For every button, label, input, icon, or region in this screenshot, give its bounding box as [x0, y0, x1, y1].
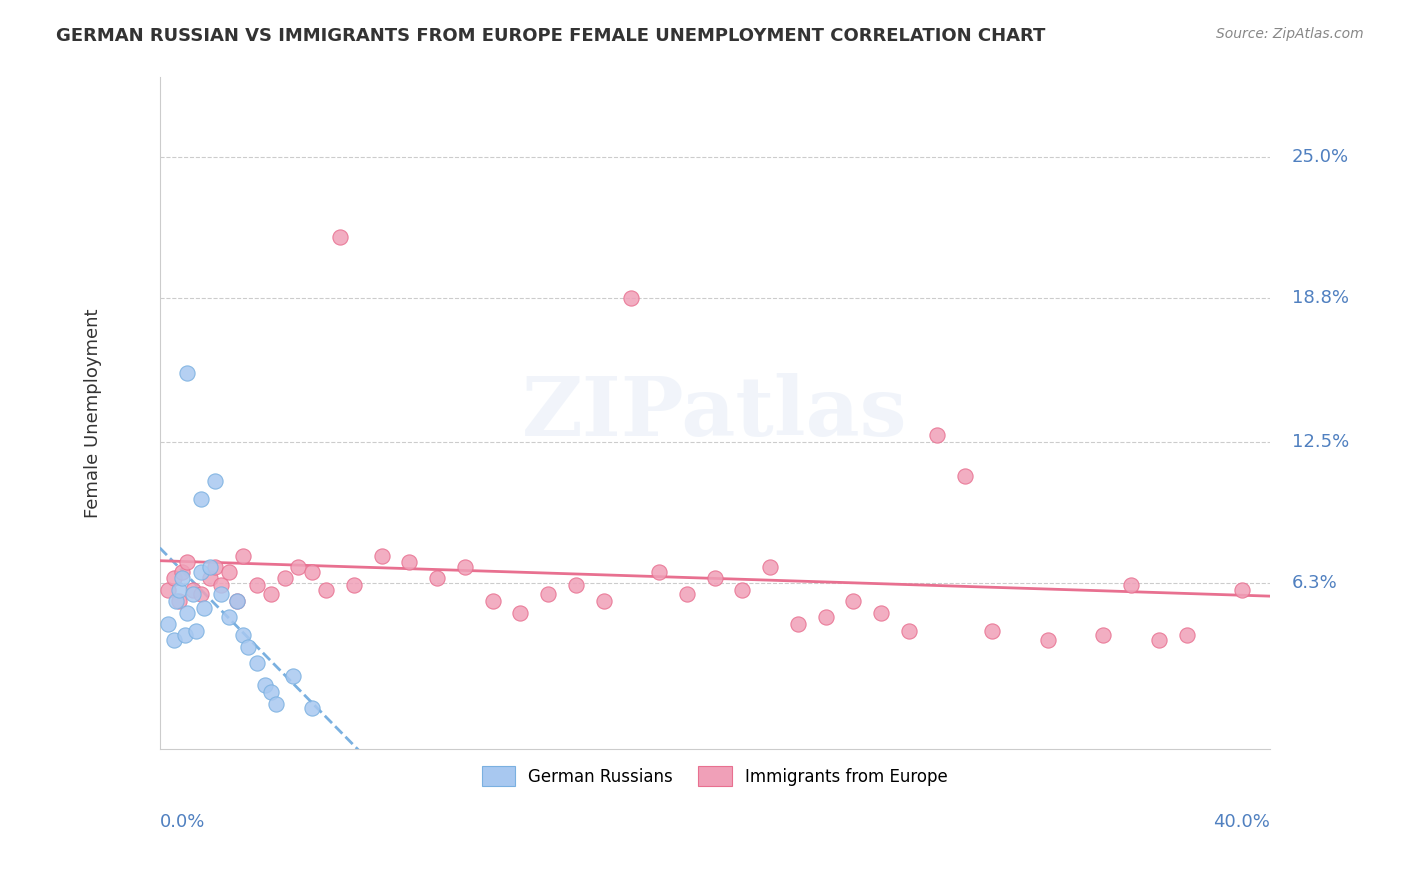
Point: [315, 582, 337, 597]
Point: [246, 656, 269, 670]
Point: [1036, 632, 1059, 647]
Point: [254, 678, 277, 692]
Point: [238, 640, 260, 654]
Point: [676, 587, 699, 601]
Text: 6.3%: 6.3%: [1292, 574, 1337, 592]
Point: [198, 571, 221, 585]
Point: [842, 594, 865, 608]
Point: [176, 556, 198, 570]
Point: [193, 601, 215, 615]
Point: [190, 491, 212, 506]
Point: [204, 474, 226, 488]
Point: [176, 606, 198, 620]
Point: [454, 560, 477, 574]
Point: [167, 594, 190, 608]
Text: ZIPatlas: ZIPatlas: [522, 374, 907, 453]
Point: [592, 594, 614, 608]
Point: [232, 549, 254, 563]
Point: [1175, 628, 1198, 642]
Point: [1230, 582, 1253, 597]
Point: [273, 571, 295, 585]
Point: [759, 560, 782, 574]
Point: [870, 606, 893, 620]
Text: GERMAN RUSSIAN VS IMMIGRANTS FROM EUROPE FEMALE UNEMPLOYMENT CORRELATION CHART: GERMAN RUSSIAN VS IMMIGRANTS FROM EUROPE…: [56, 27, 1046, 45]
Point: [170, 565, 193, 579]
Point: [925, 428, 948, 442]
Point: [731, 582, 754, 597]
Text: 40.0%: 40.0%: [1213, 813, 1270, 831]
Point: [343, 578, 366, 592]
Point: [226, 594, 249, 608]
Point: [184, 624, 207, 638]
Point: [162, 571, 184, 585]
Point: [703, 571, 725, 585]
Point: [181, 587, 204, 601]
Point: [218, 565, 240, 579]
Point: [620, 291, 643, 305]
Point: [1092, 628, 1115, 642]
Point: [156, 617, 179, 632]
Point: [198, 560, 221, 574]
Point: [190, 587, 212, 601]
Point: [814, 610, 837, 624]
Point: [426, 571, 449, 585]
Point: [226, 594, 249, 608]
Point: [162, 632, 184, 647]
Point: [953, 469, 976, 483]
Text: Source: ZipAtlas.com: Source: ZipAtlas.com: [1216, 27, 1364, 41]
Point: [981, 624, 1004, 638]
Point: [648, 565, 671, 579]
Point: [1119, 578, 1142, 592]
Point: [260, 587, 283, 601]
Point: [481, 594, 503, 608]
Point: [181, 582, 204, 597]
Point: [170, 571, 193, 585]
Point: [1147, 632, 1170, 647]
Point: [898, 624, 921, 638]
Point: [167, 582, 190, 597]
Point: [301, 565, 323, 579]
Point: [287, 560, 309, 574]
Point: [329, 230, 352, 244]
Point: [787, 617, 810, 632]
Text: 0.0%: 0.0%: [160, 813, 205, 831]
Text: 12.5%: 12.5%: [1292, 433, 1350, 450]
Text: 18.8%: 18.8%: [1292, 289, 1348, 308]
Point: [209, 578, 232, 592]
Point: [509, 606, 531, 620]
Point: [565, 578, 588, 592]
Point: [537, 587, 560, 601]
Point: [260, 685, 283, 699]
Point: [204, 560, 226, 574]
Point: [165, 594, 187, 608]
Point: [370, 549, 392, 563]
Point: [173, 628, 195, 642]
Point: [156, 582, 179, 597]
Text: Female Unemployment: Female Unemployment: [84, 309, 103, 518]
Point: [232, 628, 254, 642]
Point: [301, 701, 323, 715]
Point: [264, 697, 287, 711]
Point: [218, 610, 240, 624]
Point: [190, 565, 212, 579]
Point: [209, 587, 232, 601]
Point: [281, 669, 304, 683]
Point: [398, 556, 420, 570]
Point: [176, 367, 198, 381]
Text: 25.0%: 25.0%: [1292, 148, 1350, 166]
Point: [246, 578, 269, 592]
Legend: German Russians, Immigrants from Europe: German Russians, Immigrants from Europe: [474, 757, 956, 795]
